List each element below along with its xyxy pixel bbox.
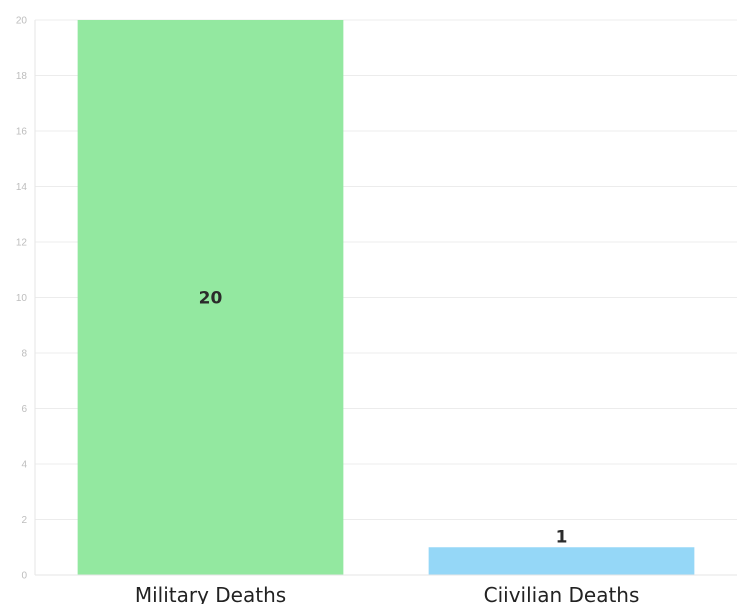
- y-axis-ticks: 0 2 4 6 8 10 12 14 16 18 20: [16, 16, 28, 582]
- bars: [77, 20, 695, 575]
- bar-value-label: 1: [556, 527, 568, 547]
- y-tick-label: 6: [21, 404, 27, 415]
- bar-1[interactable]: [428, 547, 695, 575]
- y-tick-label: 18: [16, 71, 28, 82]
- data-labels: 20 1: [199, 289, 568, 548]
- y-tick-label: 4: [21, 460, 27, 471]
- y-tick-label: 8: [21, 349, 27, 360]
- y-tick-label: 20: [16, 16, 28, 27]
- y-tick-label: 10: [16, 293, 28, 304]
- y-tick-label: 12: [16, 238, 28, 249]
- bar-0[interactable]: [77, 20, 344, 575]
- x-category-label: Ciivilian Deaths: [484, 583, 640, 604]
- y-tick-label: 16: [16, 127, 28, 138]
- bar-value-label: 20: [199, 289, 223, 309]
- y-tick-label: 2: [21, 515, 27, 526]
- x-axis-categories: Military Deaths Ciivilian Deaths: [135, 583, 640, 604]
- y-tick-label: 0: [21, 571, 27, 582]
- y-tick-label: 14: [16, 182, 28, 193]
- x-category-label: Military Deaths: [135, 583, 286, 604]
